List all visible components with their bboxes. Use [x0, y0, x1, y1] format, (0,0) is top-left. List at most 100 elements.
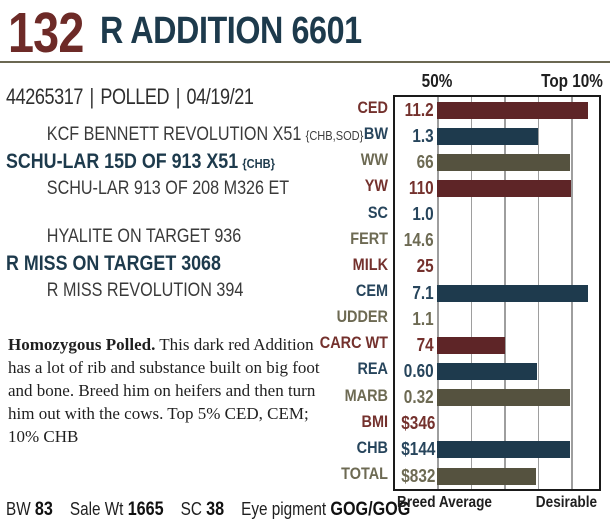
chart-row-label: MARB: [344, 385, 388, 405]
chart-row-value: 74: [416, 334, 434, 355]
chart-bar: [437, 467, 536, 485]
chart-row-label: MILK: [352, 254, 388, 274]
chart-row: 25: [395, 254, 599, 280]
chart-row-value: 14.6: [403, 230, 434, 251]
chart-row-labels: CED BW WW YW SC FERT MILK CEM UDDER CARC WT REA MAR…: [320, 95, 388, 487]
chart-row-track: [437, 153, 599, 171]
chart-row-label: CARC WT: [319, 333, 388, 353]
chart-bar: [437, 127, 539, 145]
animal-name: R MISS REVOLUTION 394: [46, 280, 244, 301]
pedigree-line: KCF BENNETT REVOLUTION X51 {CHB,SOD}: [6, 121, 364, 148]
pedigree-line: SCHU-LAR 913 OF 208 M326 ET: [6, 175, 299, 202]
chart-row-label: CHB: [356, 437, 388, 457]
pedigree-group: HYALITE ON TARGET 936 R MISS ON TARGET 30…: [6, 223, 351, 304]
pedigree-line: HYALITE ON TARGET 936: [6, 223, 299, 250]
chart-bar: [437, 284, 588, 302]
description-text: Homozygous Polled. This dark red Additio…: [8, 333, 320, 448]
chart-row: 1.1: [395, 306, 599, 332]
registration-part: 44265317: [6, 84, 83, 109]
animal-name: SCHU-LAR 913 OF 208 M326 ET: [46, 178, 290, 199]
chart-row-value: 66: [416, 151, 434, 172]
chart-top-axis-50: 50%: [421, 71, 453, 91]
chart-row-value: 25: [416, 256, 434, 277]
pedigree-group: KCF BENNETT REVOLUTION X51 {CHB,SOD} SCHU-…: [6, 121, 364, 202]
stat-label: BW: [6, 499, 31, 519]
chart-row-track: [437, 362, 599, 380]
designation-suffix: {CHB,SOD}: [305, 128, 364, 143]
page-title: R ADDITION 6601: [100, 10, 362, 52]
chart-row: 14.6: [395, 228, 599, 254]
chart-row-label: BW: [363, 124, 388, 144]
chart-row-value: 1.1: [412, 308, 434, 329]
chart-row-track: [437, 311, 599, 328]
chart-row-value: 1.3: [412, 125, 434, 146]
chart-row-value: $144: [401, 439, 436, 460]
chart-row: 0.60: [395, 358, 599, 384]
chart-row-track: [437, 101, 599, 119]
chart-row-label: TOTAL: [341, 464, 388, 484]
stat-item: SC 38: [181, 499, 224, 521]
chart-row: 74: [395, 332, 599, 358]
chart-row-track: [437, 389, 599, 407]
chart-row-value: 110: [408, 177, 434, 198]
pedigree-line: SCHU-LAR 15D OF 913 X51 {CHB}: [6, 148, 299, 175]
registration-separator: |: [89, 84, 95, 109]
chart-row-value: 11.2: [404, 99, 434, 120]
chart-row-label: SC: [367, 202, 388, 222]
chart-row-track: [437, 336, 599, 354]
chart-bar: [437, 101, 588, 119]
chart-row: 0.32: [395, 385, 599, 411]
pedigree-block: KCF BENNETT REVOLUTION X51 {CHB,SOD} SCHU-…: [6, 121, 364, 304]
chart-row-label: WW: [360, 150, 388, 170]
chart-row-value: 0.60: [403, 360, 434, 381]
chart-row: 7.1: [395, 280, 599, 306]
chart-bottom-axis-desirable: Desirable: [535, 494, 597, 511]
chart-row-track: [437, 258, 599, 275]
chart-row-track: [437, 284, 599, 302]
pedigree-line: R MISS ON TARGET 3068: [6, 250, 299, 277]
registration-part: 04/19/21: [186, 84, 254, 109]
chart-row-label: FERT: [350, 228, 388, 248]
chart-row: $832: [395, 463, 599, 489]
chart-row-track: [437, 441, 599, 459]
chart-row: 11.2: [395, 97, 599, 123]
stat-value: 38: [206, 499, 225, 520]
chart-bottom-axis-breed-average: Breed Average: [397, 494, 493, 511]
epd-bar-chart: 11.2 1.3 66 110 1.0 14.6 25 7.1 1.1 74 0.60 0.32 $34…: [393, 95, 601, 491]
designation-suffix: {CHB}: [242, 156, 275, 171]
bottom-stats: BW 83 Sale Wt 1665 SC 38 Eye pigment GOG/GOG: [6, 499, 410, 521]
stat-item: BW 83: [6, 499, 53, 521]
chart-bar: [437, 179, 571, 197]
chart-bar: [437, 336, 506, 354]
chart-row-value: 1.0: [412, 204, 434, 225]
chart-row-label: CED: [357, 98, 388, 118]
chart-row-value: 0.32: [403, 387, 434, 408]
description-lead: Homozygous Polled.: [8, 335, 156, 354]
stat-value: GOG/GOG: [330, 499, 411, 520]
chart-row-value: $832: [401, 465, 436, 486]
chart-row-value: $346: [401, 413, 436, 434]
registration-part: POLLED: [100, 84, 170, 109]
animal-name: HYALITE ON TARGET 936: [46, 226, 242, 247]
chart-bar: [437, 389, 570, 407]
description-body: This dark red Addition has a lot of rib …: [8, 335, 320, 446]
stat-label: Sale Wt: [69, 499, 124, 519]
animal-name: SCHU-LAR 15D OF 913 X51: [6, 150, 239, 173]
registration-separator: |: [175, 84, 181, 109]
chart-row-value: 7.1: [412, 282, 434, 303]
chart-row-label: YW: [364, 176, 388, 196]
chart-row-track: [437, 415, 599, 432]
header-divider: [0, 61, 610, 63]
stat-label: SC: [180, 499, 202, 519]
pedigree-line: R MISS REVOLUTION 394: [6, 277, 299, 304]
chart-rows: 11.2 1.3 66 110 1.0 14.6 25 7.1 1.1 74 0.60 0.32 $34…: [395, 97, 599, 489]
chart-bar: [437, 362, 538, 380]
chart-row-track: [437, 127, 599, 145]
animal-name: KCF BENNETT REVOLUTION X51: [46, 124, 302, 145]
chart-row: 1.0: [395, 202, 599, 228]
chart-bar: [437, 153, 570, 171]
chart-bar: [437, 441, 570, 459]
chart-row-track: [437, 206, 599, 223]
chart-row: 110: [395, 175, 599, 201]
